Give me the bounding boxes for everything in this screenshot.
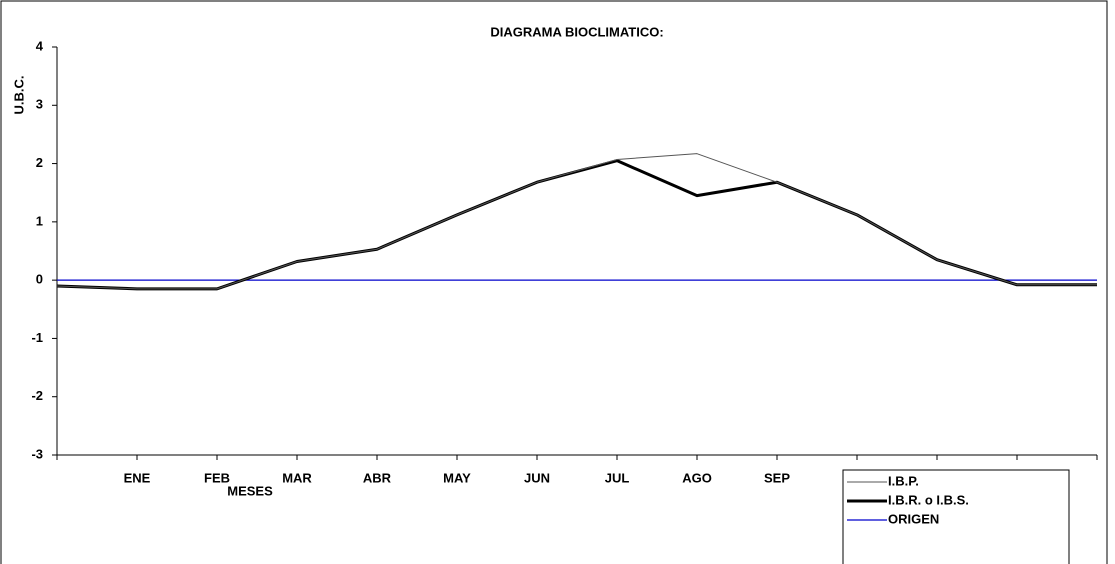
y-tick-label: -2 [31, 388, 43, 403]
y-tick-label: -1 [31, 330, 43, 345]
legend-label: I.B.R. o I.B.S. [888, 492, 969, 507]
legend-label: I.B.P. [888, 473, 919, 488]
series-line [56, 153, 1097, 290]
legend-label: ORIGEN [888, 511, 939, 526]
x-tick-label: SEP [764, 470, 790, 485]
y-tick-label: 1 [36, 213, 43, 228]
y-axis-label: U.B.C. [11, 76, 26, 115]
y-tick-label: -3 [31, 446, 43, 461]
y-tick-label: 4 [36, 38, 44, 53]
x-axis-label: MESES [227, 483, 273, 498]
legend-box [842, 469, 1070, 564]
x-tick-label: FEB [204, 470, 230, 485]
x-tick-label: JUL [605, 470, 630, 485]
x-tick-label: AGO [682, 470, 712, 485]
x-tick-label: MAR [282, 470, 312, 485]
chart-title: DIAGRAMA BIOCLIMATICO: [490, 24, 663, 39]
x-tick-label: ENE [124, 470, 151, 485]
y-tick-label: 0 [36, 272, 43, 287]
x-tick-label: ABR [363, 470, 392, 485]
y-tick-label: 3 [36, 97, 43, 112]
x-tick-label: JUN [524, 470, 550, 485]
y-tick-label: 2 [36, 155, 43, 170]
x-tick-label: MAY [443, 470, 471, 485]
